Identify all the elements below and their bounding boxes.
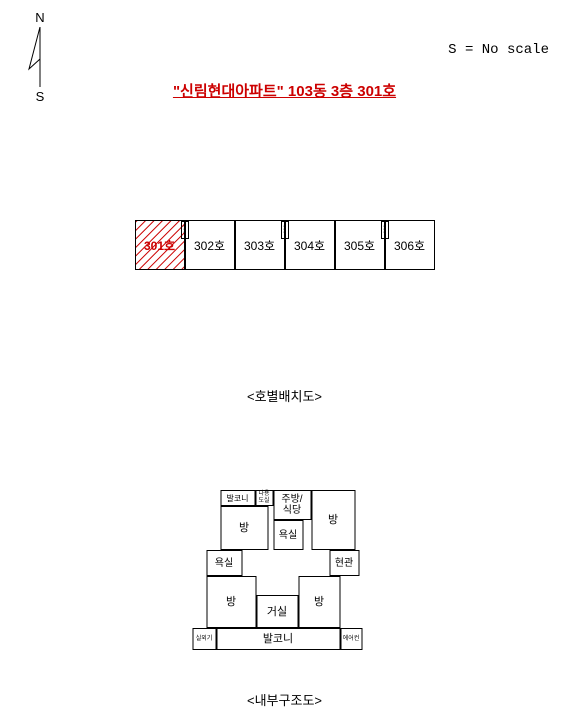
- unit-label: 305호: [344, 237, 375, 254]
- compass-icon: [25, 27, 55, 87]
- unit-3: 303호: [235, 220, 285, 270]
- room-12: 발코니: [216, 628, 340, 650]
- room-0: 발코니: [220, 490, 255, 506]
- unit-4: 304호▪▪▪: [285, 220, 335, 270]
- compass-south-label: S: [20, 89, 60, 104]
- room-3: 방: [220, 506, 268, 550]
- room-10: 방: [298, 576, 340, 628]
- room-11: 실외기: [192, 628, 216, 650]
- floor-plan-label: <호별배치도>: [247, 386, 322, 405]
- room-4: 방: [311, 490, 355, 550]
- unit-label: 302호: [194, 237, 225, 254]
- elevator-mark: ▪▪▪: [381, 221, 389, 239]
- unit-label: 306호: [394, 237, 425, 254]
- page-title: "신림현대아파트" 103동 3층 301호: [173, 80, 396, 101]
- compass-north-label: N: [20, 10, 60, 25]
- elevator-mark: ▪▪▪: [181, 221, 189, 239]
- unit-6: 306호▪▪▪: [385, 220, 435, 270]
- unit-1: 301호: [135, 220, 185, 270]
- elevator-mark: ▪▪▪: [281, 221, 289, 239]
- room-7: 현관: [329, 550, 359, 576]
- room-1: 다용도실: [255, 490, 273, 506]
- scale-label: S = No scale: [448, 42, 549, 58]
- floor-plan: 301호302호▪▪▪303호304호▪▪▪305호306호▪▪▪: [135, 220, 435, 270]
- room-8: 방: [206, 576, 256, 628]
- unit-label: 301호: [144, 237, 175, 254]
- unit-2: 302호▪▪▪: [185, 220, 235, 270]
- room-6: 욕실: [206, 550, 242, 576]
- room-13: 에어컨: [340, 628, 362, 650]
- unit-5: 305호: [335, 220, 385, 270]
- interior-plan: 발코니다용도실주방/식당방방욕실욕실현관방거실방실외기발코니에어컨: [192, 490, 377, 665]
- compass: N S: [20, 10, 60, 110]
- room-9: 거실: [256, 595, 298, 628]
- room-5: 욕실: [273, 520, 303, 550]
- unit-label: 304호: [294, 237, 325, 254]
- room-2: 주방/식당: [273, 490, 311, 520]
- unit-label: 303호: [244, 237, 275, 254]
